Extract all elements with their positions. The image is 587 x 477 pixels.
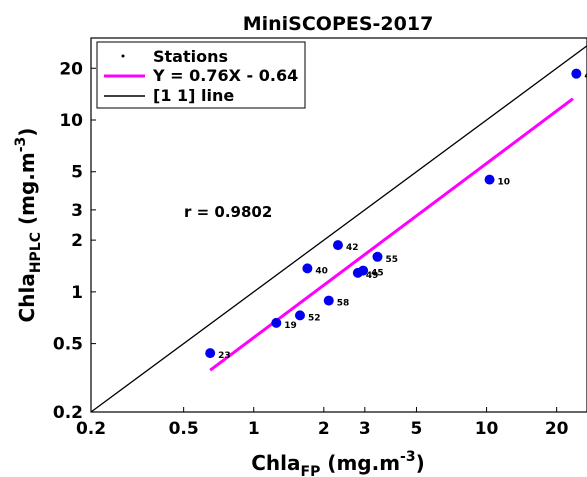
legend: Stations Y = 0.76X - 0.64 [1 1] line (96, 41, 306, 109)
point-label: 58 (337, 299, 350, 309)
legend-marker-stations (121, 54, 125, 58)
x-axis-label-sub: FP (301, 464, 321, 477)
data-point (484, 174, 495, 185)
point-label: 55 (385, 255, 398, 265)
y-tick-label: 0.5 (53, 335, 83, 355)
point-label: 52 (308, 313, 321, 323)
point-label: 23 (218, 351, 231, 361)
data-point (302, 263, 313, 274)
correlation-annotation: r = 0.9802 (184, 203, 272, 221)
data-point (323, 295, 334, 306)
x-axis-label-main: Chla (251, 451, 300, 475)
x-tick-label: 0.2 (76, 419, 106, 439)
point-label: 46 (584, 72, 587, 82)
y-axis-label-close: ) (15, 128, 39, 137)
y-tick-label: 1 (71, 283, 83, 303)
y-axis-label: ChlaHPLC (mg.m-3) (13, 128, 44, 323)
legend-label-stations: Stations (153, 47, 228, 66)
data-point (332, 240, 343, 251)
data-point (294, 310, 305, 321)
point-label: 40 (315, 266, 328, 276)
regression-line (209, 97, 574, 372)
x-tick-label: 3 (359, 419, 371, 439)
data-point (571, 68, 582, 79)
point-label: 49 (366, 271, 379, 281)
reference-lines (90, 45, 587, 413)
y-tick-label: 3 (71, 201, 83, 221)
y-axis-label-sub: HPLC (28, 232, 44, 273)
data-point (205, 348, 216, 359)
point-label: 42 (346, 243, 359, 253)
x-tick-label: 10 (475, 419, 499, 439)
x-tick-label: 5 (411, 419, 423, 439)
x-axis-label: ChlaFP (mg.m-3) (251, 449, 425, 477)
x-axis-label-close: ) (416, 451, 425, 475)
point-label: 10 (498, 178, 511, 188)
y-axis-label-main: Chla (15, 273, 39, 322)
point-label: 45 (371, 269, 384, 279)
x-axis-label-sup: -3 (400, 449, 416, 465)
x-tick-label: 20 (545, 419, 569, 439)
x-tick-label: 1 (248, 419, 260, 439)
data-point (358, 265, 369, 276)
point-label: 19 (284, 321, 297, 331)
plot-frame (90, 37, 587, 413)
y-tick-label: 10 (59, 111, 83, 131)
y-tick-label: 2 (71, 231, 83, 251)
legend-label-fit: Y = 0.76X - 0.64 (152, 66, 298, 85)
x-tick-label: 0.5 (169, 419, 199, 439)
identity-line (90, 45, 587, 413)
x-axis-label-unit: (mg.m (320, 451, 400, 475)
legend-label-identity: [1 1] line (153, 86, 234, 105)
y-tick-label: 0.2 (53, 403, 83, 423)
y-axis-label-sup: -3 (13, 137, 29, 153)
x-tick-label: 2 (318, 419, 330, 439)
data-point (372, 251, 383, 262)
chart-title: MiniSCOPES-2017 (243, 13, 434, 35)
y-axis-label-unit: (mg.m (15, 152, 39, 232)
data-point (271, 317, 282, 328)
y-tick-label: 20 (59, 59, 83, 79)
y-tick-label: 5 (71, 163, 83, 183)
